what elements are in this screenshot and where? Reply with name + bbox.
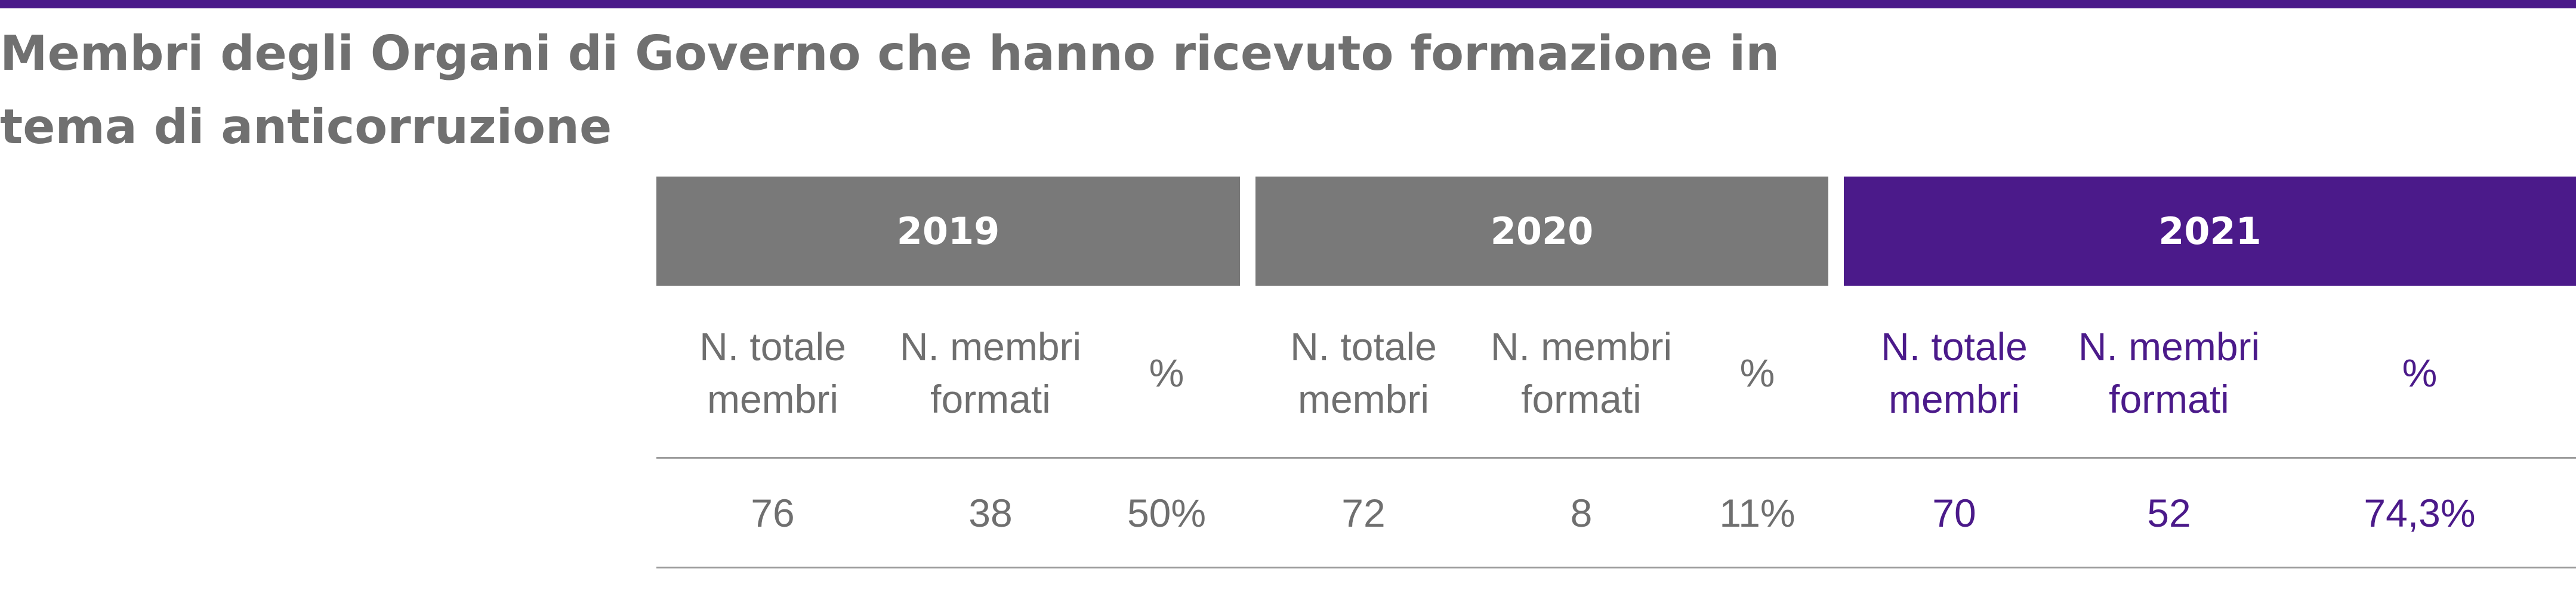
col-label-perc-2020: % xyxy=(1739,351,1775,395)
col-label-formati-2019: N. membri formati xyxy=(899,324,1082,421)
year-header-2021: 2021 xyxy=(1844,177,2576,286)
page-title: Membri degli Organi di Governo che hanno… xyxy=(0,26,1780,154)
value-formati-2021: 52 xyxy=(2147,491,2191,535)
value-totale-2021: 70 xyxy=(1932,491,1976,535)
col-label-totale-2021: N. totale membri xyxy=(1881,324,2028,421)
table-bottom-rule xyxy=(656,567,2576,568)
value-formati-2019: 38 xyxy=(968,491,1013,535)
value-perc-2021: 74,3% xyxy=(2364,491,2476,535)
col-label-formati-2021: N. membri formati xyxy=(2078,324,2260,421)
header-divider xyxy=(656,457,2576,459)
col-label-totale-2020: N. totale membri xyxy=(1290,324,1437,421)
value-totale-2019: 76 xyxy=(751,491,795,535)
col-label-perc-2019: % xyxy=(1149,351,1184,395)
value-totale-2020: 72 xyxy=(1341,491,1386,535)
year-header-2020: 2020 xyxy=(1255,177,1828,286)
year-header-2019: 2019 xyxy=(656,177,1240,286)
col-label-totale-2019: N. totale membri xyxy=(699,324,846,421)
value-perc-2020: 11% xyxy=(1719,491,1796,535)
top-accent-bar xyxy=(0,0,2576,8)
value-perc-2019: 50% xyxy=(1127,491,1207,535)
col-label-formati-2020: N. membri formati xyxy=(1490,324,1673,421)
col-label-perc-2021: % xyxy=(2402,351,2438,395)
value-formati-2020: 8 xyxy=(1570,491,1593,535)
